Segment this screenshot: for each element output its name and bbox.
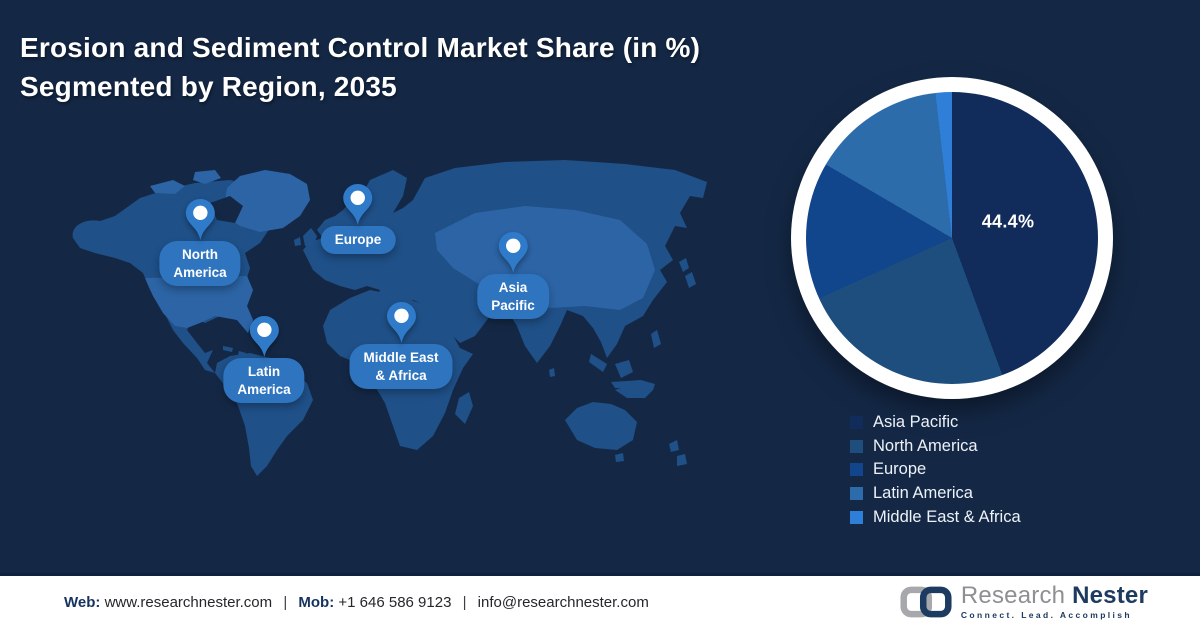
footer-bar: Web: www.researchnester.com | Mob: +1 64… [0, 576, 1200, 628]
location-pin-icon [386, 302, 416, 343]
legend-swatch [850, 463, 863, 477]
legend-label: Latin America [873, 484, 973, 503]
island-uk [303, 228, 317, 248]
legend-label: North America [873, 436, 978, 455]
country-usa [145, 276, 253, 333]
mob-label: Mob: [298, 593, 335, 611]
brand-name: Research Nester [961, 584, 1148, 608]
contact-line: Web: www.researchnester.com | Mob: +1 64… [64, 594, 649, 611]
legend-item: North America [850, 435, 1021, 459]
map-pin-label: North America [159, 241, 241, 287]
island-madagascar [455, 392, 473, 424]
legend-label: Europe [873, 460, 927, 479]
page-title-line1: Erosion and Sediment Control Market Shar… [20, 32, 701, 63]
separator: | [462, 593, 467, 611]
island-arctic [150, 170, 221, 194]
map-pin-label: Latin America [223, 358, 305, 404]
legend-item: Middle East & Africa [850, 505, 1021, 529]
legend-swatch [850, 416, 863, 430]
phone-number: +1 646 586 9123 [338, 593, 452, 611]
legend: Asia Pacific North America Europe Latin Ame… [850, 411, 1021, 529]
legend-label: Asia Pacific [873, 413, 959, 432]
brand-name-primary: Research [960, 582, 1066, 609]
island-japan [679, 258, 696, 288]
map-pin-asia-pacific: Asia Pacific [477, 232, 549, 320]
web-label: Web: [64, 593, 101, 611]
island-tasmania [615, 453, 624, 462]
legend-item: Latin America [850, 482, 1021, 506]
island-sri-lanka [549, 368, 555, 377]
island-indonesia [611, 380, 655, 390]
location-pin-icon [498, 232, 528, 273]
location-pin-icon [185, 199, 215, 240]
island-borneo [615, 360, 633, 378]
island-philippines [651, 330, 661, 348]
map-pin-latin-america: Latin America [223, 316, 305, 404]
map-pin-label: Europe [320, 226, 396, 254]
website-url: www.researchnester.com [104, 593, 273, 611]
island-sumatra [589, 354, 607, 372]
map-pin-europe: Europe [320, 184, 396, 254]
legend-swatch [850, 510, 863, 524]
brand-logo: Research Nester Connect. Lead. Accomplis… [900, 584, 1148, 620]
island-ireland [294, 237, 301, 246]
footer-divider [0, 573, 1200, 576]
map-pin-middle-east-africa: Middle East & Africa [349, 302, 453, 390]
location-pin-icon [249, 316, 279, 357]
island-caribbean [223, 346, 246, 357]
map-pin-north-america: North America [159, 199, 241, 287]
brand-name-secondary: Nester [1072, 582, 1148, 609]
chain-links-icon [900, 586, 952, 618]
brand-text: Research Nester Connect. Lead. Accomplis… [960, 584, 1148, 621]
legend-item: Europe [850, 458, 1021, 482]
pie-chart-ring: 44.4% [791, 77, 1113, 399]
pie-chart [806, 92, 1098, 384]
legend-swatch [850, 487, 863, 501]
continent-australia [565, 402, 637, 450]
legend-swatch [850, 439, 863, 453]
map-pin-label: Middle East & Africa [349, 344, 453, 390]
legend-item: Asia Pacific [850, 411, 1021, 435]
island-new-zealand [669, 440, 687, 466]
brand-tagline: Connect. Lead. Accomplish [960, 610, 1133, 620]
separator: | [283, 593, 288, 611]
hudson-bay [210, 196, 243, 223]
page-title-line2: Segmented by Region, 2035 [20, 71, 397, 102]
location-pin-icon [343, 184, 373, 225]
pie-slice-value-label: 44.4% [981, 211, 1035, 232]
email-address: info@researchnester.com [477, 593, 649, 611]
island-greenland [223, 170, 310, 232]
map-pin-label: Asia Pacific [477, 274, 549, 320]
page-title: Erosion and Sediment Control Market Shar… [20, 28, 800, 106]
legend-label: Middle East & Africa [873, 507, 1021, 526]
